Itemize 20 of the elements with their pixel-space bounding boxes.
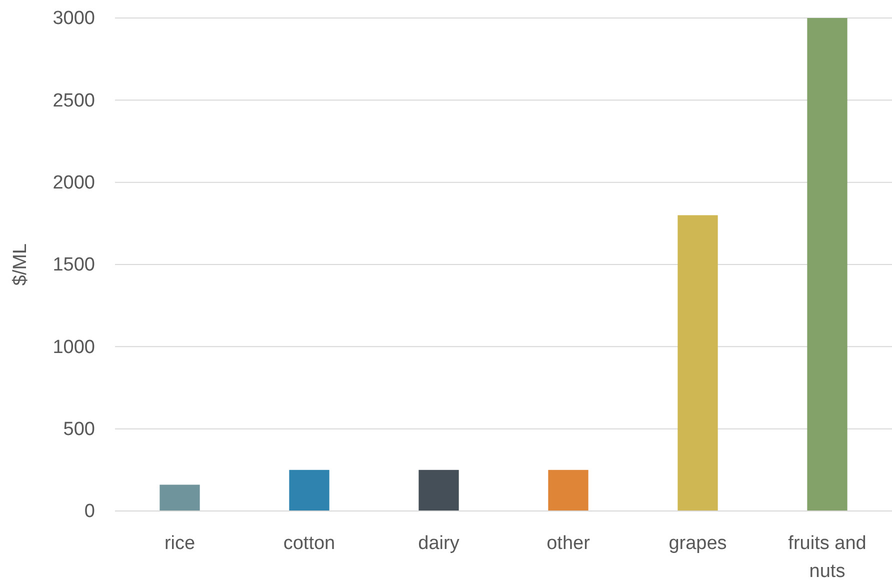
x-tick-label: rice: [164, 533, 196, 554]
y-tick-label: 500: [63, 418, 95, 440]
bar: [418, 470, 459, 511]
y-tick-label: 3000: [52, 8, 95, 30]
bar: [160, 484, 200, 511]
bar: [548, 470, 588, 511]
bar: [289, 470, 330, 511]
y-tick-label: 2000: [52, 172, 95, 194]
x-tick-label: fruits and nuts: [788, 533, 866, 582]
y-tick-label: 2500: [52, 90, 95, 112]
bar: [678, 215, 718, 511]
bar: [807, 18, 848, 511]
y-axis-title: $/ML: [10, 243, 31, 286]
y-tick-label: 1000: [52, 336, 95, 358]
x-tick-label: dairy: [418, 533, 460, 554]
x-tick-label: cotton: [283, 533, 336, 554]
y-tick-label: 0: [84, 501, 95, 522]
x-tick-label: other: [546, 533, 591, 554]
y-tick-label: 1500: [52, 254, 95, 276]
x-tick-label: grapes: [668, 533, 727, 554]
